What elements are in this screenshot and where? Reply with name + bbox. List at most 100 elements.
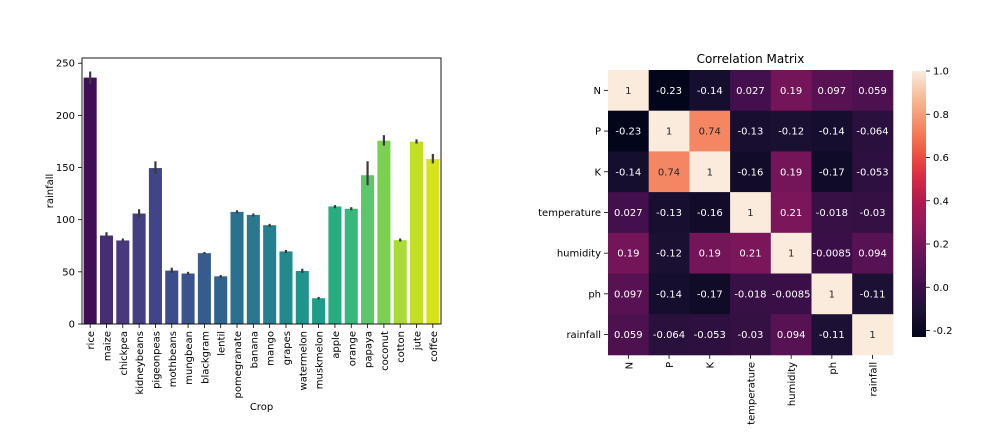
colorbar-tick-label: 1.0 bbox=[933, 67, 949, 78]
heatmap-cell bbox=[730, 273, 772, 315]
y-tick-label: 200 bbox=[56, 111, 75, 122]
heatmap-cell bbox=[648, 273, 690, 315]
heatmap-cell bbox=[852, 110, 894, 152]
heatmap-cell bbox=[730, 151, 772, 193]
cell-annotation: -0.17 bbox=[697, 289, 723, 300]
cell-annotation: 0.027 bbox=[736, 86, 765, 97]
heatmap-cell bbox=[811, 232, 853, 274]
cell-annotation: -0.12 bbox=[656, 249, 682, 260]
col-label: ph bbox=[828, 362, 839, 375]
x-tick-label: mothbeans bbox=[168, 331, 179, 387]
y-tick-label: 0 bbox=[69, 320, 75, 331]
heatmap-cell bbox=[770, 232, 812, 274]
bar bbox=[312, 298, 326, 324]
cell-annotation: 1 bbox=[707, 167, 713, 178]
cell-annotation: 1 bbox=[625, 86, 631, 97]
cell-annotation: -0.018 bbox=[816, 208, 848, 219]
x-tick-label: chickpea bbox=[119, 331, 130, 376]
x-axis-label: Crop bbox=[250, 402, 273, 413]
cell-annotation: -0.053 bbox=[694, 330, 726, 341]
heatmap-cell bbox=[730, 232, 772, 274]
heatmap-cell bbox=[648, 151, 690, 193]
heatmap-cell bbox=[648, 232, 690, 274]
bar bbox=[279, 251, 293, 324]
heatmap-cell bbox=[770, 70, 812, 112]
cell-annotation: 0.21 bbox=[739, 249, 761, 260]
cell-annotation: -0.14 bbox=[615, 167, 641, 178]
colorbar-tick-label: 0.8 bbox=[933, 110, 949, 121]
y-axis-label: rainfall bbox=[45, 174, 56, 209]
cell-annotation: 1 bbox=[666, 127, 672, 138]
heatmap-cell bbox=[608, 192, 650, 234]
cell-annotation: -0.16 bbox=[697, 208, 723, 219]
y-tick-label: 100 bbox=[56, 215, 75, 226]
bar bbox=[263, 225, 277, 324]
cell-annotation: -0.17 bbox=[819, 167, 845, 178]
heatmap-cell bbox=[852, 232, 894, 274]
bar bbox=[132, 213, 146, 324]
x-tick-label: pomegranate bbox=[233, 331, 244, 399]
cell-annotation: 0.21 bbox=[780, 208, 802, 219]
cell-annotation: 1 bbox=[869, 330, 875, 341]
cell-annotation: 0.059 bbox=[614, 330, 643, 341]
col-label: K bbox=[706, 361, 717, 368]
cell-annotation: -0.14 bbox=[819, 127, 845, 138]
bar bbox=[426, 159, 440, 324]
heatmap-cell bbox=[852, 151, 894, 193]
heatmap-cell bbox=[648, 110, 690, 152]
heatmap-cell bbox=[770, 151, 812, 193]
x-tick-label: muskmelon bbox=[315, 331, 326, 389]
col-label: rainfall bbox=[869, 362, 880, 397]
x-tick-label: mango bbox=[266, 331, 277, 366]
row-label: temperature bbox=[538, 208, 601, 219]
heatmap-cell bbox=[689, 110, 731, 152]
cell-annotation: -0.11 bbox=[860, 289, 886, 300]
cell-annotation: -0.23 bbox=[656, 86, 682, 97]
bar bbox=[328, 206, 342, 324]
heatmap-cell bbox=[689, 314, 731, 356]
x-tick-label: grapes bbox=[282, 331, 293, 365]
bar bbox=[99, 235, 114, 324]
cell-annotation: -0.053 bbox=[856, 167, 888, 178]
colorbar-tick-label: 0.2 bbox=[933, 240, 949, 251]
heatmap-cell bbox=[770, 110, 812, 152]
x-tick-label: papaya bbox=[364, 331, 375, 368]
row-label: N bbox=[594, 86, 601, 97]
cell-annotation: -0.14 bbox=[697, 86, 723, 97]
colorbar bbox=[912, 71, 926, 337]
x-tick-label: maize bbox=[102, 331, 113, 361]
cell-annotation: -0.018 bbox=[734, 289, 766, 300]
x-tick-label: rice bbox=[86, 331, 97, 350]
heatmap-cell bbox=[689, 192, 731, 234]
x-tick-label: blackgram bbox=[200, 331, 211, 384]
heatmap-cell bbox=[608, 151, 650, 193]
cell-annotation: -0.23 bbox=[615, 127, 641, 138]
heatmap-cell bbox=[730, 192, 772, 234]
heatmap-title: Correlation Matrix bbox=[697, 52, 805, 66]
heatmap-cell bbox=[811, 70, 853, 112]
cell-annotation: -0.064 bbox=[653, 330, 685, 341]
bar-chart: rice maize chickpea kidneybeans pigeonpeas mo… bbox=[45, 57, 442, 413]
heatmap-cell bbox=[608, 232, 650, 274]
heatmap-cell bbox=[811, 151, 853, 193]
y-tick-label: 50 bbox=[62, 267, 75, 278]
x-tick-label: watermelon bbox=[298, 331, 309, 390]
x-tick-label: lentil bbox=[217, 331, 228, 356]
heatmap-cell bbox=[811, 314, 853, 356]
x-tick-label: banana bbox=[249, 331, 260, 368]
cell-annotation: -0.03 bbox=[738, 330, 764, 341]
cell-annotation: 1 bbox=[788, 249, 794, 260]
heatmap-cell bbox=[689, 273, 731, 315]
cell-annotation: 1 bbox=[747, 208, 753, 219]
y-tick-label: 250 bbox=[56, 59, 75, 70]
x-tick-label: mungbean bbox=[184, 331, 195, 385]
heatmap-cell bbox=[608, 110, 650, 152]
col-label: P bbox=[665, 362, 676, 368]
bar bbox=[181, 273, 195, 324]
heatmap-cell bbox=[811, 192, 853, 234]
row-label: K bbox=[594, 167, 601, 178]
heatmap-cell bbox=[852, 273, 894, 315]
cell-annotation: -0.13 bbox=[738, 127, 764, 138]
bar bbox=[295, 271, 309, 324]
